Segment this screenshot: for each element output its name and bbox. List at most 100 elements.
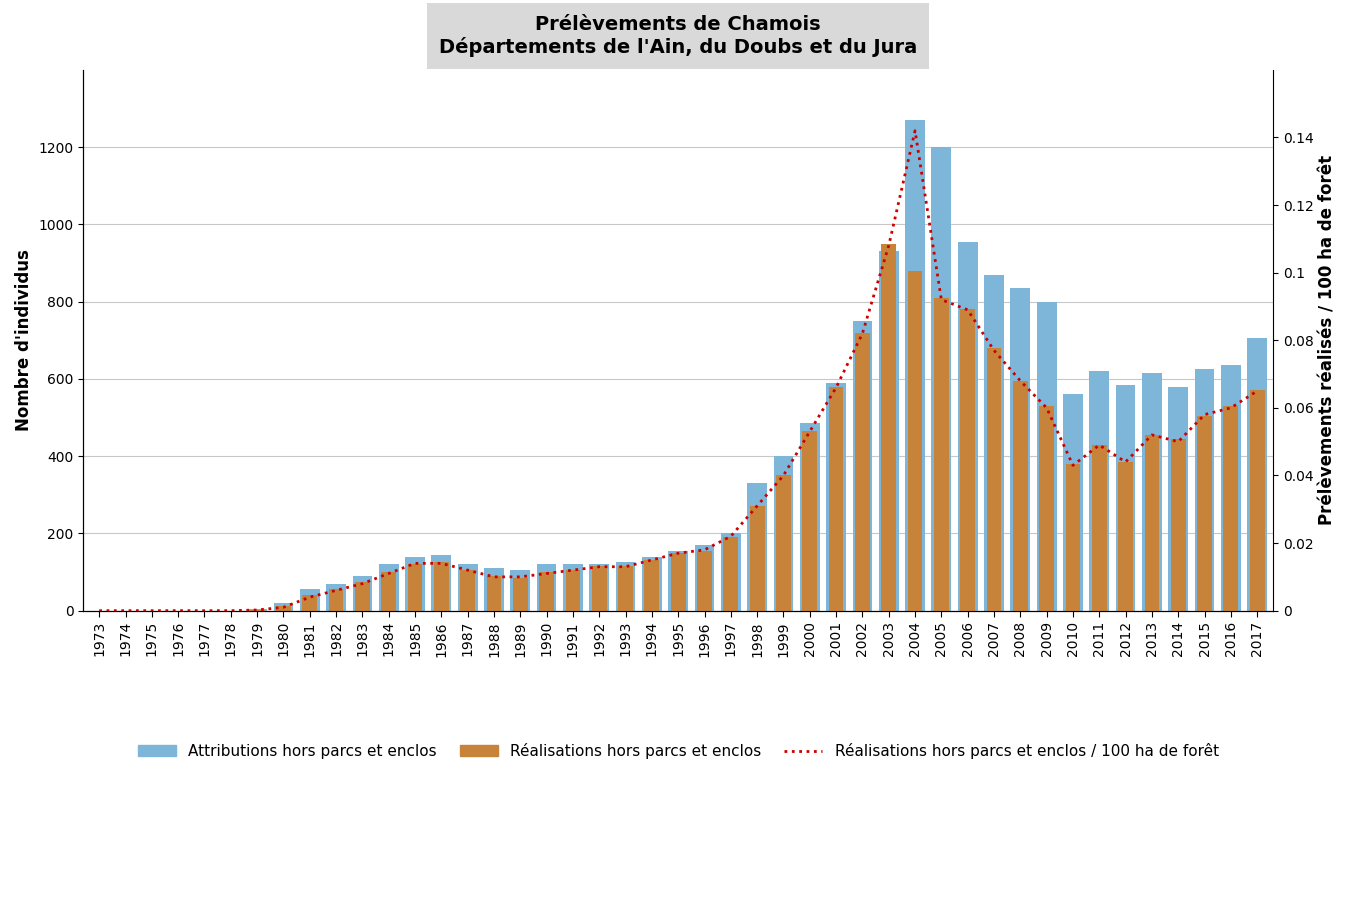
Réalisations hors parcs et enclos / 100 ha de forêt: [880, 240, 896, 251]
Bar: [695, 545, 714, 611]
Bar: [1065, 464, 1080, 611]
Bar: [592, 566, 607, 611]
Réalisations hors parcs et enclos / 100 ha de forêt: [591, 562, 607, 572]
Bar: [511, 570, 530, 611]
Réalisations hors parcs et enclos / 100 ha de forêt: [143, 605, 160, 616]
Bar: [1145, 435, 1159, 611]
Bar: [303, 596, 318, 611]
Bar: [987, 348, 1002, 611]
Réalisations hors parcs et enclos / 100 ha de forêt: [802, 426, 818, 437]
Bar: [854, 333, 869, 611]
Bar: [431, 554, 452, 611]
Réalisations hors parcs et enclos / 100 ha de forêt: [170, 605, 187, 616]
Bar: [1249, 390, 1264, 611]
Bar: [1224, 406, 1238, 611]
Bar: [773, 457, 794, 611]
Bar: [618, 566, 633, 611]
Bar: [671, 553, 685, 611]
Bar: [1010, 288, 1030, 611]
Bar: [934, 298, 949, 611]
Réalisations hors parcs et enclos / 100 ha de forêt: [644, 554, 660, 565]
Bar: [434, 562, 449, 611]
Réalisations hors parcs et enclos / 100 ha de forêt: [1197, 409, 1213, 420]
Bar: [484, 568, 504, 611]
Réalisations hors parcs et enclos / 100 ha de forêt: [538, 568, 554, 579]
Bar: [379, 564, 399, 611]
Réalisations hors parcs et enclos / 100 ha de forêt: [723, 531, 740, 542]
Y-axis label: Nombre d'individus: Nombre d'individus: [15, 249, 32, 431]
Bar: [1168, 387, 1188, 611]
Bar: [723, 537, 738, 611]
Bar: [800, 423, 819, 611]
Bar: [698, 551, 713, 611]
Bar: [458, 564, 477, 611]
Title: Prélèvements de Chamois
Départements de l'Ain, du Doubs et du Jura: Prélèvements de Chamois Départements de …: [439, 15, 917, 57]
Bar: [1195, 370, 1214, 611]
Bar: [853, 321, 872, 611]
Bar: [829, 387, 844, 611]
Réalisations hors parcs et enclos / 100 ha de forêt: [671, 548, 687, 559]
Bar: [353, 576, 372, 611]
Bar: [565, 570, 580, 611]
Bar: [300, 589, 319, 611]
Réalisations hors parcs et enclos / 100 ha de forêt: [1144, 430, 1160, 440]
Bar: [460, 570, 475, 611]
Bar: [642, 557, 661, 611]
Bar: [882, 244, 896, 611]
Bar: [748, 483, 767, 611]
Bar: [645, 561, 660, 611]
Réalisations hors parcs et enclos / 100 ha de forêt: [249, 605, 265, 615]
Réalisations hors parcs et enclos / 100 ha de forêt: [407, 558, 423, 569]
Bar: [984, 274, 1005, 611]
Bar: [1171, 439, 1186, 611]
Réalisations hors parcs et enclos / 100 ha de forêt: [1013, 376, 1029, 387]
Legend: Attributions hors parcs et enclos, Réalisations hors parcs et enclos, Réalisatio: Attributions hors parcs et enclos, Réali…: [131, 737, 1225, 765]
Réalisations hors parcs et enclos / 100 ha de forêt: [354, 579, 370, 589]
Bar: [1090, 371, 1109, 611]
Réalisations hors parcs et enclos / 100 ha de forêt: [196, 605, 212, 616]
Réalisations hors parcs et enclos / 100 ha de forêt: [565, 565, 581, 576]
Réalisations hors parcs et enclos / 100 ha de forêt: [223, 605, 239, 616]
Bar: [615, 562, 635, 611]
Bar: [776, 475, 791, 611]
Bar: [1221, 365, 1241, 611]
Réalisations hors parcs et enclos / 100 ha de forêt: [485, 571, 502, 582]
Bar: [1092, 445, 1107, 611]
Bar: [512, 578, 527, 611]
Réalisations hors parcs et enclos / 100 ha de forêt: [854, 328, 871, 339]
Bar: [381, 572, 396, 611]
Réalisations hors parcs et enclos / 100 ha de forêt: [1169, 436, 1186, 447]
Bar: [960, 309, 975, 611]
Réalisations hors parcs et enclos / 100 ha de forêt: [276, 602, 292, 613]
Réalisations hors parcs et enclos / 100 ha de forêt: [433, 558, 449, 569]
Bar: [1197, 415, 1211, 611]
Réalisations hors parcs et enclos / 100 ha de forêt: [618, 562, 634, 572]
Bar: [750, 507, 764, 611]
Bar: [802, 431, 817, 611]
Bar: [1118, 462, 1133, 611]
Bar: [932, 147, 952, 611]
Réalisations hors parcs et enclos / 100 ha de forêt: [1222, 403, 1238, 414]
Bar: [1063, 395, 1083, 611]
Bar: [539, 572, 554, 611]
Bar: [487, 576, 502, 611]
Bar: [1037, 301, 1056, 611]
Réalisations hors parcs et enclos / 100 ha de forêt: [301, 592, 318, 603]
Bar: [1142, 373, 1161, 611]
Réalisations hors parcs et enclos / 100 ha de forêt: [775, 470, 791, 481]
Bar: [1040, 406, 1055, 611]
Réalisations hors parcs et enclos / 100 ha de forêt: [986, 345, 1002, 356]
Bar: [907, 271, 922, 611]
Réalisations hors parcs et enclos / 100 ha de forêt: [749, 501, 765, 511]
Bar: [721, 534, 741, 611]
Réalisations hors parcs et enclos / 100 ha de forêt: [1249, 386, 1265, 396]
Réalisations hors parcs et enclos / 100 ha de forêt: [960, 304, 976, 315]
Réalisations hors parcs et enclos / 100 ha de forêt: [1038, 403, 1055, 414]
Réalisations hors parcs et enclos / 100 ha de forêt: [512, 571, 529, 582]
Bar: [957, 242, 977, 611]
Bar: [326, 584, 346, 611]
Réalisations hors parcs et enclos / 100 ha de forêt: [1091, 440, 1107, 450]
Bar: [668, 551, 688, 611]
Bar: [406, 557, 425, 611]
Bar: [356, 581, 370, 611]
